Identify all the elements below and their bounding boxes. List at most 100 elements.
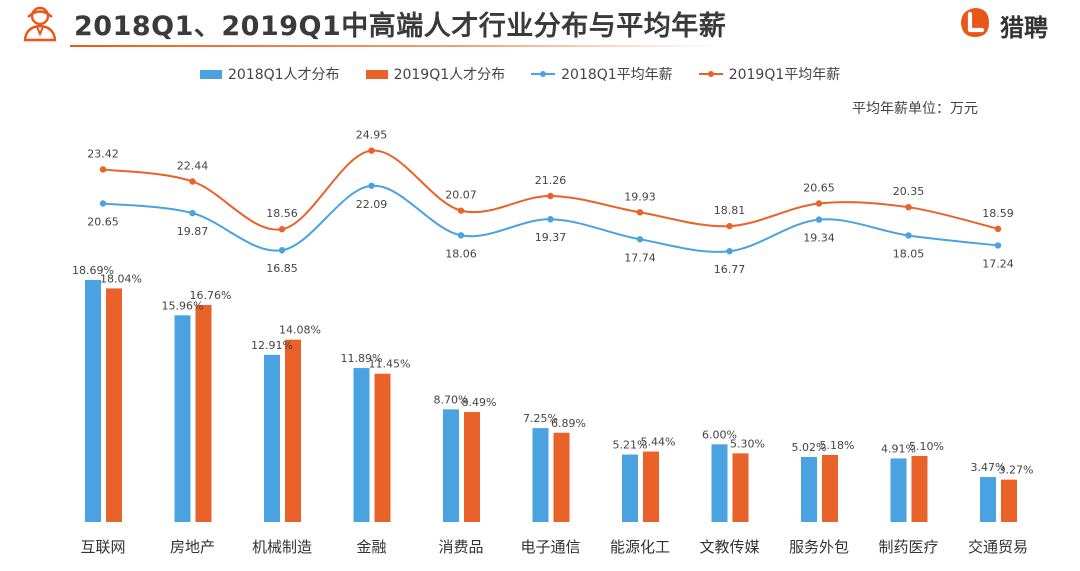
title-underline (70, 45, 720, 47)
legend-label: 2018Q1平均年薪 (561, 67, 673, 83)
salary-line-2018 (102, 184, 999, 253)
salary-point-2018-5 (547, 216, 554, 223)
category-label: 能源化工 (610, 538, 670, 556)
category-label: 制药医疗 (878, 538, 938, 556)
bar-value-label: 6.89% (551, 417, 586, 430)
bar-value-label: 18.69% (72, 264, 114, 277)
salary-line-2019 (102, 149, 999, 231)
salary-point-2018-6 (636, 236, 644, 243)
salary-value-label: 22.44 (177, 159, 209, 172)
salary-point-2019-3 (368, 147, 375, 154)
bar-value-label: 12.91% (251, 339, 293, 352)
header: 2018Q1、2019Q1中高端人才行业分布与平均年薪 猎聘 (0, 0, 1080, 48)
salary-value-label: 20.07 (445, 189, 477, 202)
salary-value-label: 19.87 (177, 225, 209, 238)
bar-value-label: 14.08% (279, 324, 321, 337)
salary-point-2019-1 (189, 178, 196, 185)
salary-point-2018-3 (368, 182, 375, 189)
category-label: 服务外包 (789, 538, 849, 556)
salary-value-label: 24.95 (356, 129, 388, 142)
bar-2018-8 (801, 456, 817, 522)
liepin-logo-icon (961, 8, 989, 37)
bar-2019-3 (374, 373, 391, 522)
salary-point-2019-5 (547, 192, 554, 200)
salary-point-2018-4 (457, 232, 465, 239)
salary-value-label: 23.42 (87, 147, 119, 160)
salary-point-2018-2 (278, 247, 286, 254)
category-label: 文教传媒 (699, 538, 759, 556)
bar-value-label: 5.30% (730, 437, 765, 450)
bar-2018-9 (890, 458, 907, 522)
legend-item-2018-line: 2018Q1平均年薪 (531, 64, 673, 84)
salary-point-2019-8 (815, 200, 823, 207)
bar-2018-4 (443, 409, 459, 522)
bar-value-label: 18.04% (100, 272, 142, 285)
legend-swatch-2018-bar (200, 69, 222, 79)
bar-2019-5 (553, 432, 570, 522)
page-title: 2018Q1、2019Q1中高端人才行业分布与平均年薪 (74, 11, 727, 42)
bar-value-label: 15.96% (162, 299, 204, 312)
brand-name: 猎聘 (1000, 14, 1048, 42)
bar-2018-10 (980, 477, 996, 522)
bar-value-label: 5.10% (909, 440, 944, 453)
legend-label: 2019Q1人才分布 (393, 67, 506, 83)
bar-2018-7 (711, 444, 728, 522)
salary-value-label: 22.09 (356, 198, 388, 211)
bar-value-label: 4.91% (881, 442, 916, 455)
salary-value-label: 18.05 (893, 247, 925, 260)
legend-item-2019-bar: 2019Q1人才分布 (365, 64, 506, 84)
bar-2018-3 (353, 368, 370, 522)
salary-point-2018-8 (815, 216, 823, 223)
salary-point-2019-0 (99, 166, 107, 173)
bar-value-label: 6.00% (702, 428, 737, 441)
salary-point-2018-7 (726, 248, 733, 255)
bar-2019-9 (911, 455, 928, 522)
bar-value-label: 5.02% (792, 441, 827, 454)
bar-2019-1 (195, 304, 212, 522)
salary-point-2019-4 (457, 207, 465, 214)
bar-value-label: 16.76% (190, 289, 232, 302)
category-label: 房地产 (170, 538, 215, 556)
bar-value-label: 7.25% (523, 412, 558, 425)
salary-point-2018-9 (905, 232, 912, 239)
legend-swatch-2018-line (531, 69, 556, 79)
salary-value-label: 20.65 (803, 182, 835, 195)
salary-value-label: 17.74 (624, 251, 656, 264)
salary-point-2019-2 (278, 226, 286, 233)
salary-value-label: 18.59 (982, 207, 1014, 220)
salary-value-label: 19.37 (535, 231, 567, 244)
salary-value-label: 20.65 (87, 216, 119, 229)
chart-legend: 2018Q1人才分布 2019Q1人才分布 2018Q1平均年薪 2019Q1平… (200, 63, 866, 85)
category-label: 消费品 (438, 538, 483, 556)
legend-swatch-2019-line (698, 69, 723, 79)
category-label: 电子通信 (520, 538, 580, 556)
bar-value-label: 11.45% (369, 358, 411, 371)
salary-point-2018-1 (189, 209, 196, 217)
salary-unit-note: 平均年薪单位：万元 (852, 101, 978, 117)
bar-2018-2 (264, 354, 280, 522)
category-label: 机械制造 (252, 538, 312, 556)
salary-point-2019-10 (994, 225, 1002, 233)
bar-2019-6 (643, 451, 659, 522)
bar-2018-5 (532, 428, 549, 522)
salary-value-label: 16.77 (714, 263, 746, 276)
bar-value-label: 3.27% (999, 464, 1034, 477)
salary-value-label: 20.35 (893, 185, 925, 198)
bar-2019-2 (285, 339, 301, 522)
bar-2019-8 (822, 454, 838, 522)
salary-point-2018-0 (99, 200, 107, 207)
bar-value-label: 5.44% (641, 436, 676, 449)
salary-value-label: 21.26 (535, 174, 567, 187)
bar-2019-4 (464, 412, 480, 522)
salary-value-label: 18.81 (714, 204, 746, 217)
bar-2019-0 (106, 288, 122, 522)
salary-point-2019-6 (636, 209, 644, 216)
legend-item-2018-bar: 2018Q1人才分布 (200, 64, 340, 84)
salary-value-label: 18.56 (266, 207, 298, 220)
bar-value-label: 3.47% (971, 461, 1006, 474)
bar-value-label: 5.18% (820, 439, 855, 452)
category-label: 互联网 (80, 538, 125, 556)
bar-2019-7 (732, 453, 749, 522)
salary-point-2019-7 (726, 222, 733, 230)
